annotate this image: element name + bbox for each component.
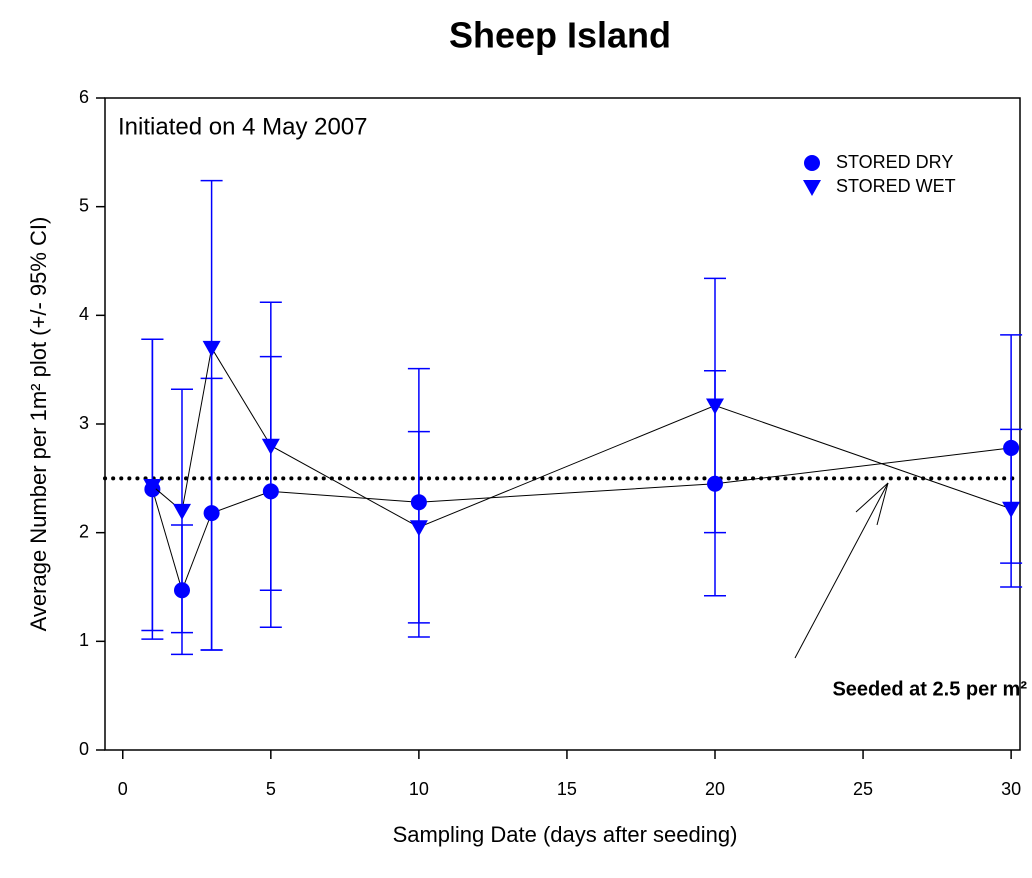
- y-tick-label: 4: [79, 304, 89, 324]
- chart-title: Sheep Island: [449, 15, 671, 56]
- legend-marker: [803, 180, 821, 196]
- x-tick-label: 30: [1001, 779, 1021, 799]
- series-line: [152, 346, 1012, 528]
- y-tick-label: 3: [79, 413, 89, 433]
- data-point: [409, 520, 428, 537]
- data-point: [172, 503, 191, 520]
- data-point: [261, 438, 280, 455]
- y-tick-label: 1: [79, 630, 89, 650]
- x-tick-label: 5: [266, 779, 276, 799]
- x-tick-label: 0: [118, 779, 128, 799]
- legend-label: STORED WET: [836, 176, 956, 196]
- data-point: [143, 478, 162, 495]
- x-tick-label: 10: [409, 779, 429, 799]
- x-tick-label: 25: [853, 779, 873, 799]
- x-tick-label: 20: [705, 779, 725, 799]
- data-point: [706, 398, 724, 415]
- annotation-arrow: [794, 482, 889, 659]
- y-axis-label: Average Number per 1m² plot (+/- 95% CI): [26, 217, 51, 632]
- y-tick-label: 2: [79, 521, 89, 541]
- y-tick-label: 6: [79, 87, 89, 107]
- legend-label: STORED DRY: [836, 152, 953, 172]
- x-axis-label: Sampling Date (days after seeding): [393, 822, 738, 847]
- data-point: [202, 340, 221, 357]
- y-tick-label: 0: [79, 739, 89, 759]
- plot-frame: [104, 97, 1021, 751]
- legend-marker: [804, 155, 820, 171]
- x-tick-label: 15: [557, 779, 577, 799]
- data-point: [1002, 501, 1021, 518]
- y-tick-label: 5: [79, 195, 89, 215]
- annotation: Initiated on 4 May 2007: [118, 113, 368, 140]
- annotation: Seeded at 2.5 per m²: [832, 678, 1027, 700]
- series-line: [151, 447, 1012, 592]
